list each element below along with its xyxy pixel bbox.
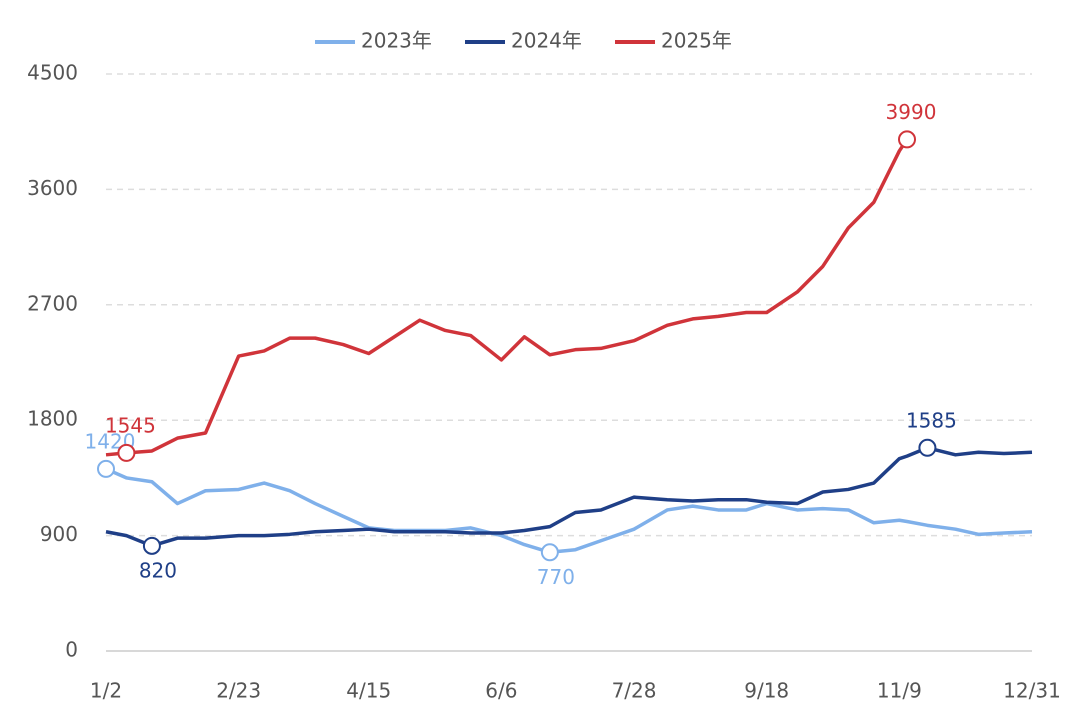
data-label: 1545 [105,413,156,437]
x-tick-label: 6/6 [485,679,517,703]
y-tick-label: 1800 [27,407,78,431]
series-line [105,446,1033,548]
y-tick-label: 3600 [27,176,78,200]
point-marker [117,443,136,462]
y-tick-label: 900 [40,522,78,546]
x-tick-label: 7/28 [612,679,657,703]
data-label: 3990 [886,100,937,124]
y-tick-label: 2700 [27,291,78,315]
data-label: 1585 [906,408,957,432]
x-tick-label: 12/31 [1003,679,1061,703]
legend-label: 2023年 [361,29,432,53]
legend-label: 2025年 [661,29,732,53]
x-tick-label: 2/23 [216,679,261,703]
point-marker [540,543,559,562]
x-tick-label: 9/18 [744,679,789,703]
point-marker [918,438,937,457]
x-tick-label: 4/15 [346,679,391,703]
point-marker [97,459,115,478]
point-marker [898,130,917,149]
data-label: 770 [537,565,575,589]
series-line [105,138,909,457]
series-line [105,467,1033,555]
data-label: 820 [139,558,177,582]
point-marker [142,536,161,555]
y-tick-label: 0 [65,638,78,662]
legend-label: 2024年 [511,29,582,53]
x-tick-label: 11/9 [877,679,922,703]
y-tick-label: 4500 [27,61,78,85]
x-tick-label: 1/2 [90,679,122,703]
